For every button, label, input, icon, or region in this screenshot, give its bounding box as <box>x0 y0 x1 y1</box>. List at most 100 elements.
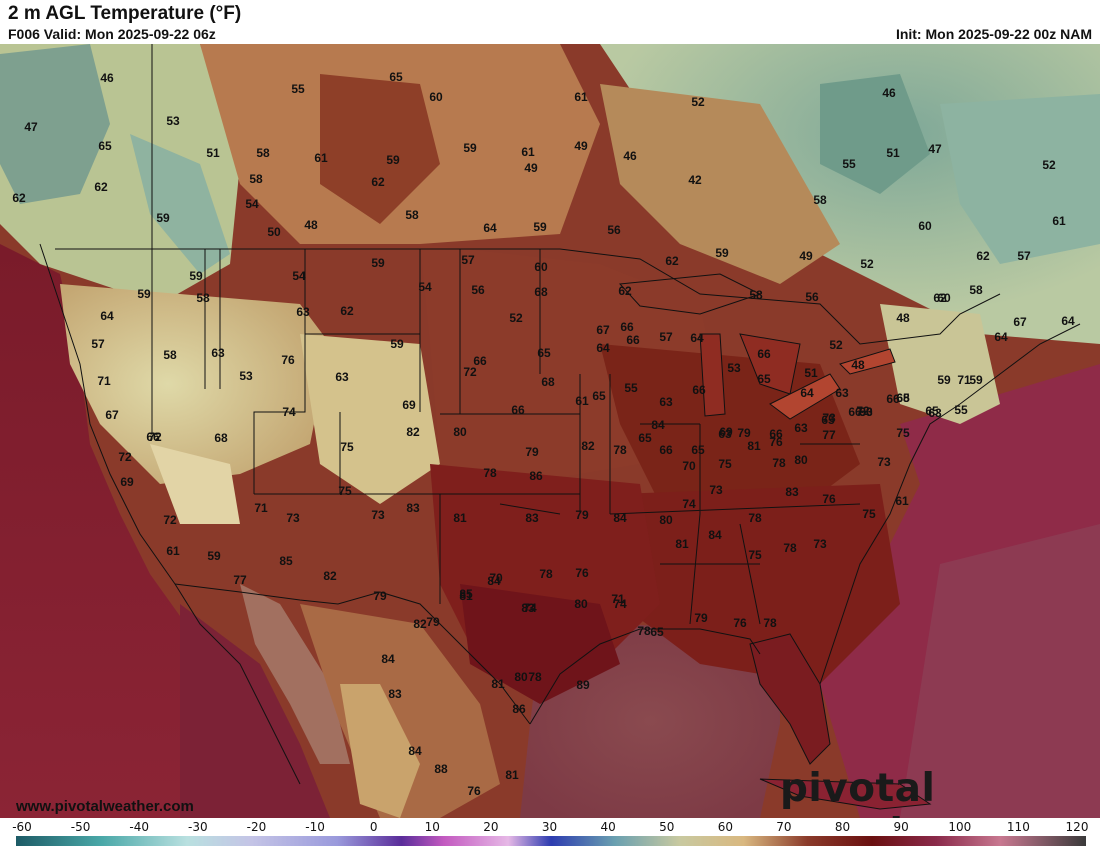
temperature-value: 81 <box>459 589 473 603</box>
legend-tick: 20 <box>483 820 499 834</box>
temperature-value: 58 <box>256 146 270 160</box>
temperature-value: 77 <box>233 573 247 587</box>
temperature-value: 78 <box>763 616 777 630</box>
temperature-value: 60 <box>429 90 443 104</box>
temperature-value: 81 <box>675 537 689 551</box>
state-lines-c <box>419 249 581 604</box>
temperature-value: 71 <box>957 373 971 387</box>
temperature-value: 63 <box>835 386 849 400</box>
cuba <box>759 778 932 810</box>
temperature-value: 59 <box>533 220 547 234</box>
temperature-value: 66 <box>626 333 640 347</box>
temperature-value: 53 <box>859 405 873 419</box>
temperature-value: 52 <box>691 95 705 109</box>
temperature-value: 83 <box>388 687 402 701</box>
temperature-value: 85 <box>459 587 473 601</box>
temperature-value: 58 <box>749 288 763 302</box>
legend-tick: 100 <box>948 820 972 834</box>
temperature-value: 75 <box>862 507 876 521</box>
legend-tick: 10 <box>424 820 440 834</box>
temperature-value: 66 <box>473 354 487 368</box>
temperature-value: 71 <box>97 374 111 388</box>
ontario-tan <box>600 84 840 284</box>
temperature-value: 78 <box>783 541 797 555</box>
temperature-value: 76 <box>733 616 747 630</box>
color-legend: -60 -50 -40 -30 -20 -10 0 10 20 30 40 50 60 70 80 90 100… <box>0 818 1100 850</box>
temperature-value: 70 <box>489 571 503 585</box>
pacific-ocean <box>0 244 300 818</box>
temperature-value: 68 <box>896 391 910 405</box>
temperature-value: 90 <box>859 405 873 419</box>
temperature-value: 48 <box>304 218 318 232</box>
legend-tick: 110 <box>1006 820 1030 834</box>
legend-tick: 60 <box>717 820 733 834</box>
temperature-value: 73 <box>709 483 723 497</box>
temperature-value: 61 <box>574 90 588 104</box>
temperature-value: 69 <box>402 398 416 412</box>
colorbar <box>16 836 1086 846</box>
temperature-value: 72 <box>856 404 870 418</box>
temperature-value: 73 <box>371 508 385 522</box>
temperature-value: 80 <box>514 670 528 684</box>
temperature-value: 46 <box>623 149 637 163</box>
temperature-value: 61 <box>575 394 589 408</box>
temperature-value: 82 <box>581 439 595 453</box>
legend-tick: -60 <box>12 820 32 834</box>
temperature-value: 51 <box>206 146 220 160</box>
temperature-value: 63 <box>211 346 225 360</box>
temperature-value: 75 <box>896 426 910 440</box>
temperature-value: 84 <box>708 528 722 542</box>
temperature-value: 57 <box>1017 249 1031 263</box>
valid-time: F006 Valid: Mon 2025-09-22 06z <box>8 26 216 42</box>
temperature-value: 61 <box>1052 214 1066 228</box>
temperature-value: 79 <box>575 508 589 522</box>
website-url[interactable]: www.pivotalweather.com <box>16 798 194 815</box>
prairies-dark <box>320 74 440 224</box>
temperature-value: 55 <box>291 82 305 96</box>
temperature-value: 78 <box>748 511 762 525</box>
temperature-value: 72 <box>463 365 477 379</box>
temperature-value: 54 <box>292 269 306 283</box>
header: 2 m AGL Temperature (°F) F006 Valid: Mon… <box>0 0 1100 44</box>
temperature-value: 46 <box>100 71 114 85</box>
gulf-of-california <box>240 584 350 764</box>
nevada-pale <box>150 444 240 524</box>
temperature-value: 77 <box>822 428 836 442</box>
temperature-value: 65 <box>896 391 910 405</box>
temperature-value: 82 <box>413 617 427 631</box>
temperature-map[interactable]: 46 55 65 60 61 52 46 47 53 51 58 61 59 59 61 49 46 55 47 65… <box>0 44 1100 818</box>
temperature-value: 51 <box>804 366 818 380</box>
temperature-value: 83 <box>525 511 539 525</box>
temperature-value: 79 <box>525 445 539 459</box>
temperature-value: 53 <box>239 369 253 383</box>
temperature-value: 48 <box>896 311 910 325</box>
temperature-value: 76 <box>769 435 783 449</box>
temperature-value: 46 <box>882 86 896 100</box>
great-basin-pale <box>60 284 330 484</box>
temperature-value: 83 <box>521 601 535 615</box>
temperature-value: 51 <box>886 146 900 160</box>
legend-tick: 30 <box>541 820 558 834</box>
temperature-value: 75 <box>340 440 354 454</box>
mexico-highlands <box>300 604 500 818</box>
utah-pale <box>300 334 440 504</box>
temperature-value: 65 <box>691 443 705 457</box>
temperature-value: 55 <box>624 381 638 395</box>
temperature-value: 66 <box>692 383 706 397</box>
temperature-value: 60 <box>534 260 548 274</box>
temperature-value: 49 <box>524 161 538 175</box>
temperature-value: 57 <box>91 337 105 351</box>
temperature-value: 81 <box>453 511 467 525</box>
temperature-value: 69 <box>719 425 733 439</box>
temperature-value: 59 <box>969 373 983 387</box>
temperature-value: 74 <box>282 405 296 419</box>
temperature-value: 76 <box>281 353 295 367</box>
temperature-value: 66 <box>886 392 900 406</box>
temperature-value: 58 <box>249 172 263 186</box>
temperature-value: 48 <box>851 358 865 372</box>
temperature-value: 73 <box>813 537 827 551</box>
temperature-value: 62 <box>976 249 990 263</box>
gulf-coast <box>529 628 761 725</box>
temperature-value: 50 <box>267 225 281 239</box>
temperature-value: 62 <box>371 175 385 189</box>
